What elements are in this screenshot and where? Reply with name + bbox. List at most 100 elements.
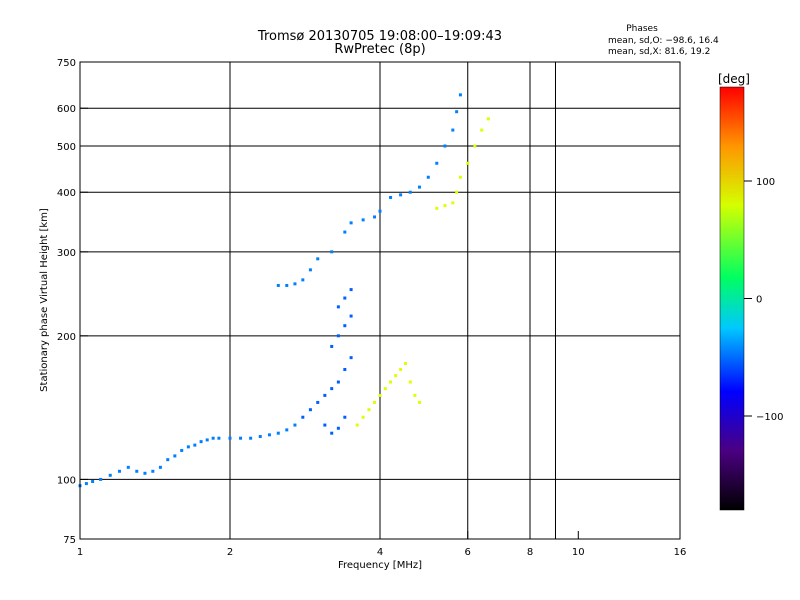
- y-tick-label: 100: [57, 475, 76, 486]
- data-point: [389, 380, 393, 384]
- data-point: [389, 195, 393, 199]
- data-point: [343, 415, 347, 419]
- data-point: [217, 436, 221, 440]
- data-point: [435, 161, 439, 165]
- data-point: [173, 454, 177, 458]
- data-point: [99, 477, 103, 481]
- x-tick-label: 10: [572, 547, 585, 558]
- data-point: [143, 471, 147, 475]
- data-point: [316, 400, 320, 404]
- colorbar-tick-label: −100: [756, 412, 783, 423]
- phases-legend: Phases mean, sd,O: −98.6, 16.4 mean, sd,…: [608, 24, 719, 57]
- data-point: [199, 440, 203, 444]
- data-point: [293, 282, 297, 286]
- data-point: [336, 380, 340, 384]
- x-tick-label: 1: [77, 547, 83, 558]
- data-point: [399, 193, 403, 197]
- phases-o-line: mean, sd,O: −98.6, 16.4: [608, 36, 719, 46]
- colorbar-tick-label: 0: [756, 295, 762, 306]
- data-point: [373, 400, 377, 404]
- x-tick-label: 6: [465, 547, 471, 558]
- data-point: [378, 209, 382, 213]
- data-point: [408, 190, 412, 194]
- data-point: [336, 334, 340, 338]
- data-point: [158, 465, 162, 469]
- data-point: [91, 479, 95, 483]
- data-point: [276, 283, 280, 287]
- x-axis: 1 2 4 6 8 10 16: [77, 531, 687, 558]
- colorbar-tick-label: 100: [756, 177, 775, 188]
- data-point: [417, 400, 421, 404]
- plot-grid: [80, 62, 680, 539]
- x-tick-label: 16: [674, 547, 687, 558]
- data-point: [323, 393, 327, 397]
- data-point: [211, 436, 215, 440]
- data-points: [78, 93, 490, 488]
- data-point: [473, 144, 477, 148]
- y-tick-label: 300: [57, 248, 76, 259]
- data-point: [486, 117, 490, 121]
- y-tick-label: 600: [57, 104, 76, 115]
- colorbar-label: [deg]: [718, 72, 750, 86]
- data-point: [355, 423, 359, 427]
- data-point: [301, 278, 305, 282]
- data-point: [443, 204, 447, 208]
- data-point: [466, 161, 470, 165]
- data-point: [323, 423, 327, 427]
- data-point: [205, 438, 209, 442]
- y-tick-label: 750: [57, 58, 76, 69]
- data-point: [426, 175, 430, 179]
- data-point: [361, 415, 365, 419]
- data-point: [285, 428, 289, 432]
- data-point: [336, 305, 340, 309]
- colorbar: [deg] 100 0 −100: [718, 72, 783, 511]
- y-axis-label: Stationary phase Virtual Height [km]: [39, 208, 50, 392]
- data-point: [417, 185, 421, 189]
- x-tick-label: 8: [527, 547, 533, 558]
- colorbar-gradient: [719, 86, 745, 511]
- data-point: [413, 393, 417, 397]
- data-point: [126, 465, 130, 469]
- x-axis-label: Frequency [MHz]: [338, 560, 422, 571]
- data-point: [349, 314, 353, 318]
- y-tick-label: 400: [57, 188, 76, 199]
- data-point: [330, 431, 334, 435]
- x-tick-label: 2: [227, 547, 233, 558]
- data-point: [443, 144, 447, 148]
- data-point: [349, 356, 353, 360]
- x-tick-label: 4: [377, 547, 383, 558]
- phases-x-line: mean, sd,X: 81.6, 19.2: [608, 47, 710, 57]
- data-point: [435, 206, 439, 210]
- data-point: [455, 110, 459, 114]
- y-axis: 75 100 200 300 400 500 600 750: [57, 58, 88, 546]
- data-point: [239, 436, 243, 440]
- data-point: [336, 426, 340, 430]
- data-point: [458, 93, 462, 97]
- data-point: [186, 445, 190, 449]
- data-point: [84, 482, 88, 486]
- y-tick-label: 75: [63, 535, 76, 546]
- data-point: [267, 433, 271, 437]
- data-point: [258, 435, 262, 439]
- chart-title: Tromsø 20130705 19:08:00–19:09:43: [257, 29, 502, 44]
- data-point: [301, 415, 305, 419]
- data-point: [349, 288, 353, 292]
- data-point: [228, 436, 232, 440]
- data-point: [451, 201, 455, 205]
- data-point: [316, 257, 320, 261]
- data-point: [361, 218, 365, 222]
- data-point: [343, 230, 347, 234]
- data-point: [373, 215, 377, 219]
- data-point: [276, 431, 280, 435]
- data-point: [458, 175, 462, 179]
- chart-subtitle: RwPretec (8p): [334, 42, 425, 57]
- data-point: [394, 374, 398, 378]
- data-point: [408, 380, 412, 384]
- data-point: [330, 250, 334, 254]
- data-point: [349, 221, 353, 225]
- data-point: [480, 128, 484, 132]
- data-point: [403, 361, 407, 365]
- data-point: [399, 367, 403, 371]
- data-point: [117, 469, 121, 473]
- data-point: [343, 296, 347, 300]
